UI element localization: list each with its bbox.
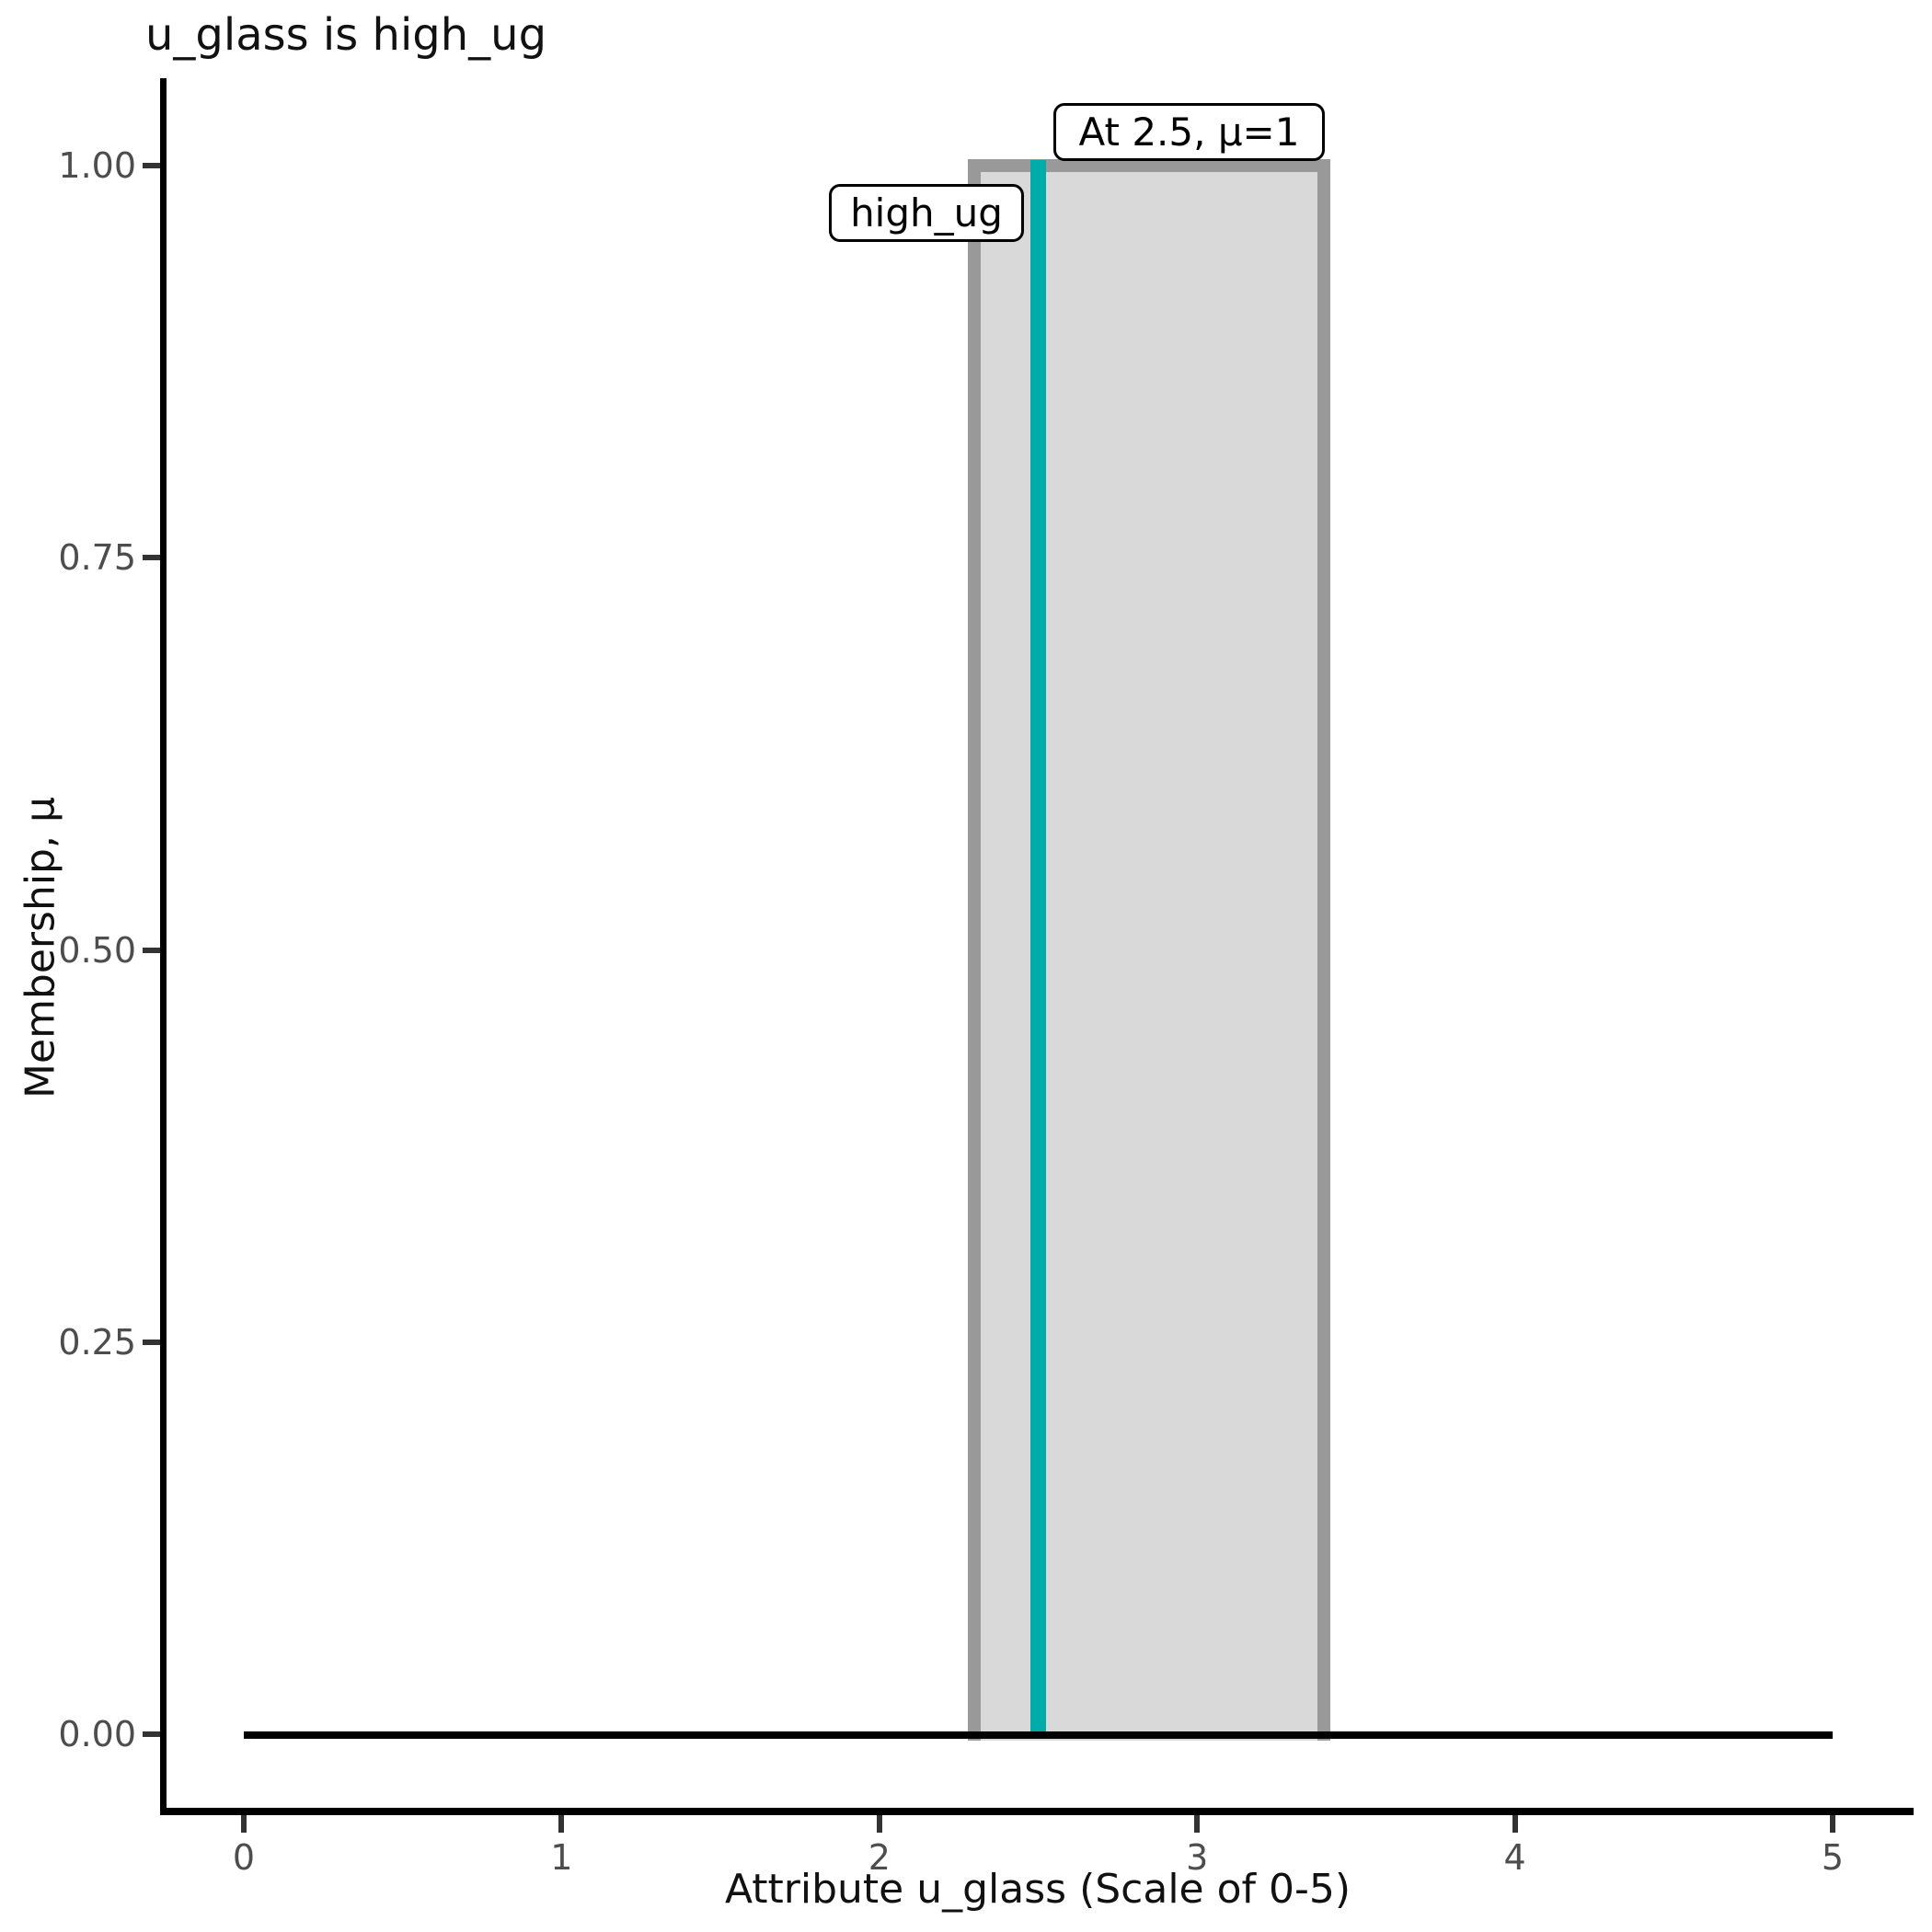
x-tick-mark <box>1194 1815 1201 1833</box>
x-tick-mark <box>1830 1815 1835 1833</box>
y-tick-label: 0.75 <box>58 537 136 579</box>
x-tick-mark <box>241 1815 247 1833</box>
y-tick-label: 0.25 <box>58 1321 136 1363</box>
y-tick-mark <box>143 947 160 953</box>
y-axis-line <box>160 78 167 1815</box>
x-tick-mark <box>1512 1815 1518 1833</box>
y-tick-label: 0.50 <box>58 929 136 971</box>
x-tick-label: 0 <box>232 1837 256 1878</box>
evaluation-marker-line <box>1030 160 1046 1739</box>
y-tick-label: 0.00 <box>58 1714 136 1754</box>
y-tick-mark <box>143 555 160 561</box>
evaluation-result-label: At 2.5, μ=1 <box>1053 103 1325 161</box>
x-tick-label: 4 <box>1503 1837 1526 1878</box>
x-tick-mark <box>558 1815 565 1833</box>
x-tick-label: 5 <box>1821 1837 1845 1878</box>
y-tick-mark <box>143 163 160 168</box>
x-tick-label: 1 <box>550 1837 573 1878</box>
y-tick-label: 1.00 <box>58 145 136 186</box>
x-tick-label: 2 <box>868 1837 891 1878</box>
x-axis-line <box>160 1808 1914 1815</box>
membership-set-label: high_ug <box>829 184 1024 242</box>
x-tick-mark <box>876 1815 882 1833</box>
x-axis-title: Attribute u_glass (Scale of 0-5) <box>724 1866 1351 1913</box>
x-tick-label: 3 <box>1186 1837 1209 1878</box>
chart-title: u_glass is high_ug <box>145 9 547 61</box>
y-tick-mark <box>143 1731 160 1737</box>
evaluation-result-label-text: At 2.5, μ=1 <box>1078 109 1300 155</box>
membership-set-label-text: high_ug <box>850 190 1003 236</box>
zero-membership-baseline <box>244 1731 1833 1739</box>
membership-function-rect <box>968 159 1331 1741</box>
y-tick-mark <box>143 1339 160 1345</box>
